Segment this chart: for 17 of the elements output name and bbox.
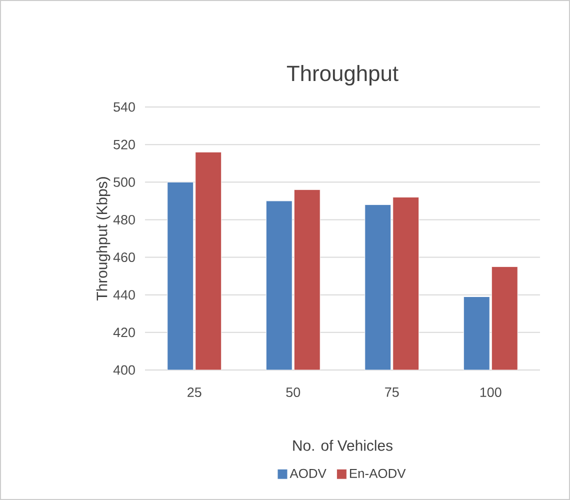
y-tick-label: 480	[113, 214, 135, 224]
y-tick-label: 420	[113, 328, 135, 338]
y-tick-label: 440	[113, 290, 135, 300]
y-tick-label: 400	[113, 365, 135, 375]
y-tick-label: 460	[113, 252, 135, 262]
x-axis-title: No. of Vehicles	[293, 440, 392, 451]
chart-title: Throughput	[286, 65, 398, 86]
y-tick-label: 500	[114, 177, 135, 187]
legend-label: En-AODV	[350, 468, 406, 478]
y-tick-label: 540	[114, 102, 135, 112]
x-tick-label: 25	[188, 388, 202, 398]
legend-label: AODV	[290, 468, 326, 478]
y-tick-label: 520	[114, 140, 135, 150]
x-tick-label: 75	[385, 388, 399, 397]
x-tick-label: 50	[286, 388, 300, 398]
x-tick-label: 100	[480, 388, 502, 398]
y-axis-title: Throughput (Kbps)	[96, 177, 110, 300]
